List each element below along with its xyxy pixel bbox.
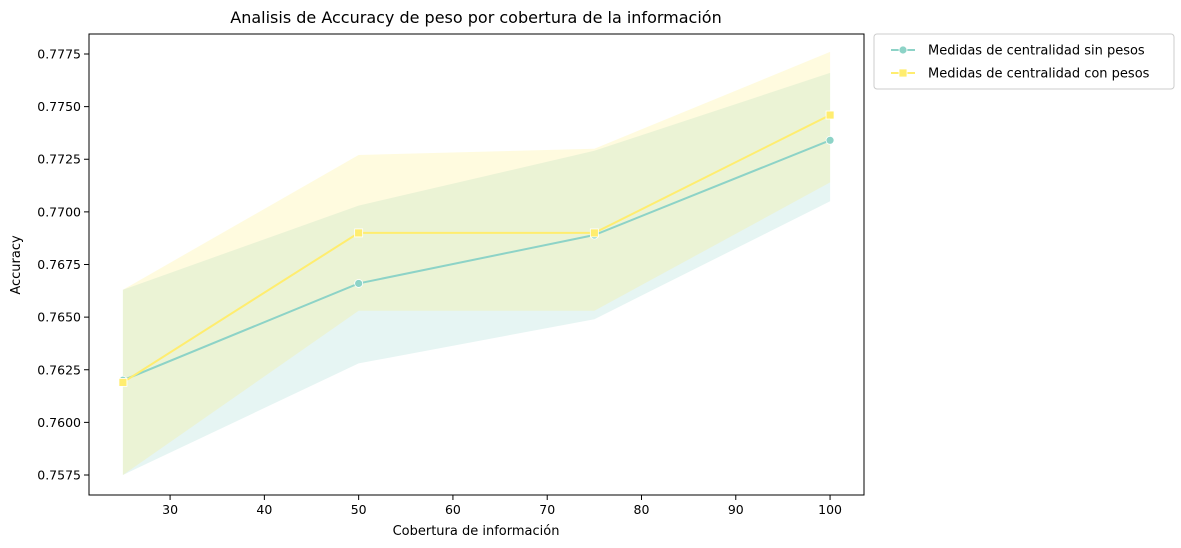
x-tick-label: 50 bbox=[351, 502, 367, 517]
y-tick-label: 0.7775 bbox=[37, 46, 81, 61]
y-axis-label: Accuracy bbox=[9, 235, 24, 295]
x-tick-label: 40 bbox=[256, 502, 272, 517]
x-tick-label: 90 bbox=[728, 502, 744, 517]
marker-series-2-point-1 bbox=[118, 377, 128, 387]
marker-series-2-point-2 bbox=[354, 228, 364, 238]
marker-series-1-point-2 bbox=[354, 279, 364, 288]
marker-series-2-point-3 bbox=[589, 228, 599, 238]
legend-label-series-1: Medidas de centralidad sin pesos bbox=[928, 44, 1145, 59]
line-series-2 bbox=[122, 114, 831, 384]
y-axis-ticks: 0.7575 0.7600 0.7625 0.7650 0.7675 0.7700 0.77… bbox=[37, 46, 89, 483]
y-tick-label: 0.7625 bbox=[37, 362, 81, 377]
legend-label-series-2: Medidas de centralidad con pesos bbox=[928, 67, 1150, 82]
x-tick-label: 80 bbox=[634, 502, 650, 517]
y-tick-label: 0.7575 bbox=[37, 468, 81, 483]
legend-marker-series-1 bbox=[898, 45, 908, 55]
y-tick-label: 0.7650 bbox=[37, 310, 81, 325]
x-tick-label: 70 bbox=[539, 502, 555, 517]
x-tick-label: 30 bbox=[162, 502, 178, 517]
x-axis-ticks: 30 40 50 60 70 80 90 100 bbox=[162, 495, 842, 517]
series-lines bbox=[122, 114, 831, 384]
x-axis-label: Cobertura de información bbox=[393, 524, 560, 539]
line-series-1 bbox=[122, 139, 831, 382]
x-tick-label: 60 bbox=[445, 502, 461, 517]
y-tick-label: 0.7700 bbox=[37, 204, 81, 219]
legend-box bbox=[873, 33, 1175, 90]
marker-series-1-point-4 bbox=[825, 135, 835, 145]
confidence-bands bbox=[122, 51, 831, 476]
y-tick-label: 0.7750 bbox=[37, 99, 81, 114]
y-tick-label: 0.7600 bbox=[37, 415, 81, 430]
series-markers bbox=[118, 110, 835, 387]
y-tick-label: 0.7725 bbox=[37, 152, 81, 167]
ci-band-series-1 bbox=[122, 72, 831, 476]
chart-title: Analisis de Accuracy de peso por cobertu… bbox=[230, 8, 721, 27]
x-tick-label: 100 bbox=[818, 502, 842, 517]
legend: Medidas de centralidad sin pesos Medidas … bbox=[873, 33, 1175, 90]
marker-series-2-point-4 bbox=[825, 110, 835, 120]
ci-band-series-2 bbox=[122, 51, 831, 476]
y-tick-label: 0.7675 bbox=[37, 257, 81, 272]
legend-marker-series-2 bbox=[898, 68, 908, 78]
